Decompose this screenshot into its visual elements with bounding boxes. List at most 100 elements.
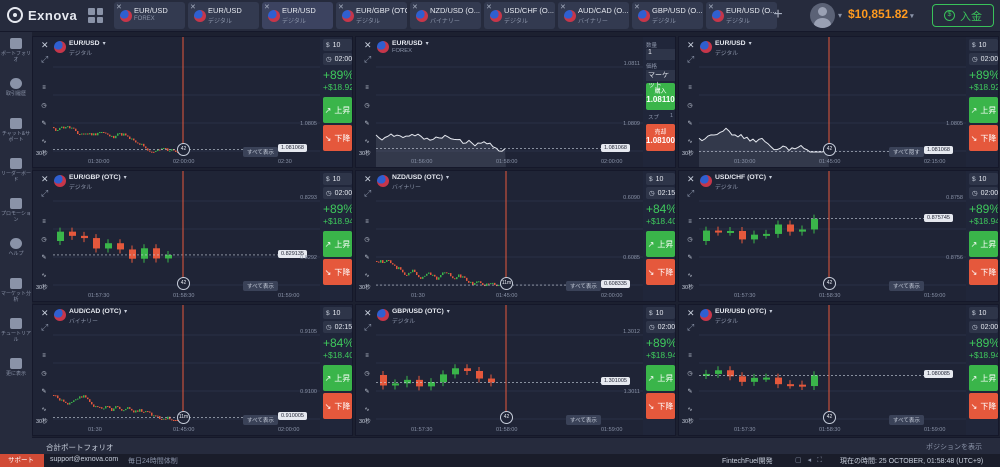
down-button[interactable]: ↘ 下降 (646, 259, 675, 285)
indicator-icon[interactable]: ◷ (41, 371, 47, 377)
indicator-icon[interactable]: ◷ (364, 103, 370, 109)
close-icon[interactable]: ✕ (364, 174, 372, 184)
chart-type-icon[interactable]: ≡ (365, 353, 369, 359)
add-tab-button[interactable]: + (773, 6, 783, 23)
expand-icon[interactable]: ⤢ (687, 54, 695, 64)
quantity-input[interactable]: 1 (646, 49, 675, 60)
expand-icon[interactable]: ⤢ (364, 188, 372, 198)
indicator-icon[interactable]: ◷ (687, 103, 693, 109)
tab-6[interactable]: ✕ AUD/CAD (O... バイナリー (558, 2, 629, 29)
timeframe-label[interactable]: 30秒 (36, 419, 48, 425)
expiry-input[interactable]: ◷ 02:00 (969, 53, 998, 65)
price-chart[interactable] (356, 37, 643, 168)
amount-input[interactable]: $10 (323, 173, 352, 185)
asset-selector[interactable]: USD/CHF (OTC) デジタル ▾ (700, 174, 772, 191)
expand-icon[interactable]: ⤢ (364, 322, 372, 332)
close-icon[interactable]: ✕ (634, 4, 640, 11)
timeframe-label[interactable]: 30秒 (682, 285, 694, 291)
show-all-button[interactable]: すべて表示 (243, 147, 278, 157)
sidebar-item-0[interactable]: ポートフォリオ (0, 32, 32, 72)
timeframe-label[interactable]: 30秒 (359, 419, 371, 425)
expand-icon[interactable]: ⤢ (41, 322, 49, 332)
chart-area[interactable]: ✕ ⤢ EUR/USD (OTC) デジタル ▾ ≡ ◷ ✎ ∿ 30秒 1.080085 01:57… (679, 305, 966, 435)
expiry-input[interactable]: ◷ 02:00 (323, 53, 352, 65)
up-button[interactable]: ↗ 上昇 (969, 231, 998, 257)
sidebar-item-8[interactable]: 更に表示 (0, 352, 32, 392)
expiry-input[interactable]: ◷ 02:15 (323, 321, 352, 333)
indicator-icon[interactable]: ◷ (41, 103, 47, 109)
chart-type-icon[interactable]: ≡ (688, 353, 692, 359)
draw-icon[interactable]: ✎ (687, 121, 693, 127)
up-button[interactable]: ↗ 上昇 (646, 231, 675, 257)
sidebar-item-6[interactable]: マーケット分析 (0, 272, 32, 312)
draw-icon[interactable]: ✎ (364, 121, 370, 127)
chart-area[interactable]: ✕ ⤢ AUD/CAD (OTC) バイナリー ▾ ≡ ◷ ✎ ∿ 30秒 0.910005 0.91… (33, 305, 320, 435)
chart-type-icon[interactable]: ≡ (42, 85, 46, 91)
tab-5[interactable]: ✕ USD/CHF (O... デジタル (484, 2, 555, 29)
close-icon[interactable]: ✕ (190, 4, 196, 11)
expiry-input[interactable]: ◷ 02:00 (646, 321, 675, 333)
indicator-icon[interactable]: ◷ (41, 237, 47, 243)
amount-input[interactable]: $10 (969, 39, 998, 51)
timeframe-label[interactable]: 30秒 (359, 151, 371, 157)
sidebar-item-1[interactable]: 取引履歴 (0, 72, 32, 112)
chevron-down-icon[interactable]: ▾ (838, 11, 843, 20)
expand-icon[interactable]: ⤢ (41, 54, 49, 64)
close-icon[interactable]: ✕ (338, 4, 344, 11)
amount-input[interactable]: $10 (646, 307, 675, 319)
wave-icon[interactable]: ∿ (364, 139, 370, 145)
close-icon[interactable]: ✕ (116, 4, 122, 11)
chart-type-icon[interactable]: ≡ (365, 219, 369, 225)
close-icon[interactable]: ✕ (687, 174, 695, 184)
down-button[interactable]: ↘ 下降 (969, 125, 998, 151)
tab-3[interactable]: ✕ EUR/GBP (OTC) デジタル (336, 2, 407, 29)
asset-selector[interactable]: AUD/CAD (OTC) バイナリー ▾ (54, 308, 127, 325)
wave-icon[interactable]: ∿ (364, 407, 370, 413)
close-icon[interactable]: ✕ (708, 4, 714, 11)
up-button[interactable]: ↗ 上昇 (323, 231, 352, 257)
support-email[interactable]: support@exnova.com (50, 456, 119, 463)
indicator-icon[interactable]: ◷ (364, 237, 370, 243)
show-all-button[interactable]: すべて表示 (889, 415, 924, 425)
close-icon[interactable]: ✕ (687, 308, 695, 318)
show-positions-link[interactable]: ポジションを表示 (926, 444, 982, 451)
tab-7[interactable]: ✕ GBP/USD (O... デジタル (632, 2, 703, 29)
up-button[interactable]: ↗ 上昇 (969, 97, 998, 123)
wave-icon[interactable]: ∿ (364, 273, 370, 279)
up-button[interactable]: ↗ 上昇 (323, 97, 352, 123)
wave-icon[interactable]: ∿ (41, 407, 47, 413)
draw-icon[interactable]: ✎ (687, 389, 693, 395)
asset-selector[interactable]: EUR/USD デジタル ▾ (54, 40, 106, 57)
deposit-button[interactable]: $ 入金 (932, 4, 994, 27)
timeframe-label[interactable]: 30秒 (682, 151, 694, 157)
sidebar-item-3[interactable]: リーダーボード (0, 152, 32, 192)
chart-area[interactable]: ✕ ⤢ GBP/USD (OTC) デジタル ▾ ≡ ◷ ✎ ∿ 30秒 1.301005 1.301… (356, 305, 643, 435)
tab-2[interactable]: ✕ EUR/USD デジタル (262, 2, 333, 29)
indicator-icon[interactable]: ◷ (687, 237, 693, 243)
chart-type-icon[interactable]: ≡ (688, 85, 692, 91)
timeframe-label[interactable]: 30秒 (682, 419, 694, 425)
down-button[interactable]: ↘ 下降 (323, 125, 352, 151)
expand-icon[interactable]: ⤢ (364, 54, 372, 64)
expiry-input[interactable]: ◷ 02:15 (646, 187, 675, 199)
indicator-icon[interactable]: ◷ (687, 371, 693, 377)
up-button[interactable]: ↗ 上昇 (323, 365, 352, 391)
close-icon[interactable]: ✕ (41, 40, 49, 50)
chat-icon[interactable]: ▢ (795, 457, 808, 464)
expiry-input[interactable]: ◷ 02:00 (969, 187, 998, 199)
show-all-button[interactable]: すべて隠す (889, 147, 924, 157)
show-all-button[interactable]: すべて表示 (566, 415, 601, 425)
portfolio-label[interactable]: 合計ポートフォリオ (46, 443, 114, 452)
expiry-input[interactable]: ◷ 02:00 (323, 187, 352, 199)
tab-0[interactable]: ✕ EUR/USD FOREX (114, 2, 185, 29)
close-icon[interactable]: ✕ (560, 4, 566, 11)
chart-area[interactable]: ✕ ⤢ NZD/USD (OTC) バイナリー ▾ ≡ ◷ ✎ ∿ 30秒 0.608335 0.60… (356, 171, 643, 301)
up-button[interactable]: ↗ 上昇 (969, 365, 998, 391)
draw-icon[interactable]: ✎ (41, 255, 47, 261)
tab-4[interactable]: ✕ NZD/USD (O... バイナリー (410, 2, 481, 29)
sidebar-item-5[interactable]: ヘルプ (0, 232, 32, 272)
show-all-button[interactable]: すべて表示 (243, 415, 278, 425)
wave-icon[interactable]: ∿ (41, 139, 47, 145)
show-all-button[interactable]: すべて表示 (243, 281, 278, 291)
logo[interactable]: Exnova (7, 7, 77, 23)
